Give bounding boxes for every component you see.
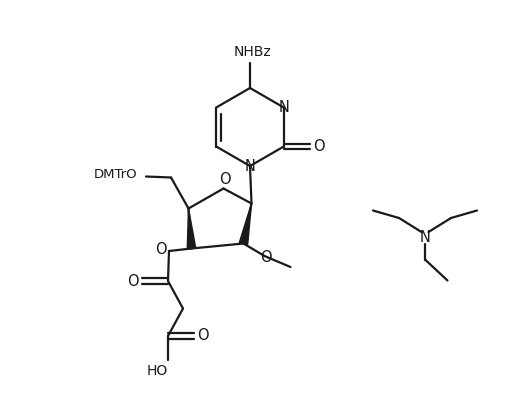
Text: O: O [155, 242, 167, 257]
Text: HO: HO [147, 364, 168, 378]
Text: N: N [419, 229, 431, 244]
Polygon shape [239, 203, 252, 244]
Text: O: O [313, 139, 324, 154]
Text: O: O [127, 274, 139, 289]
Text: NHBz: NHBz [234, 45, 271, 59]
Text: O: O [197, 329, 209, 344]
Text: DMTrO: DMTrO [94, 168, 138, 181]
Text: O: O [219, 172, 230, 187]
Text: O: O [260, 251, 271, 266]
Polygon shape [187, 208, 196, 249]
Text: N: N [245, 158, 255, 173]
Text: N: N [278, 100, 289, 115]
